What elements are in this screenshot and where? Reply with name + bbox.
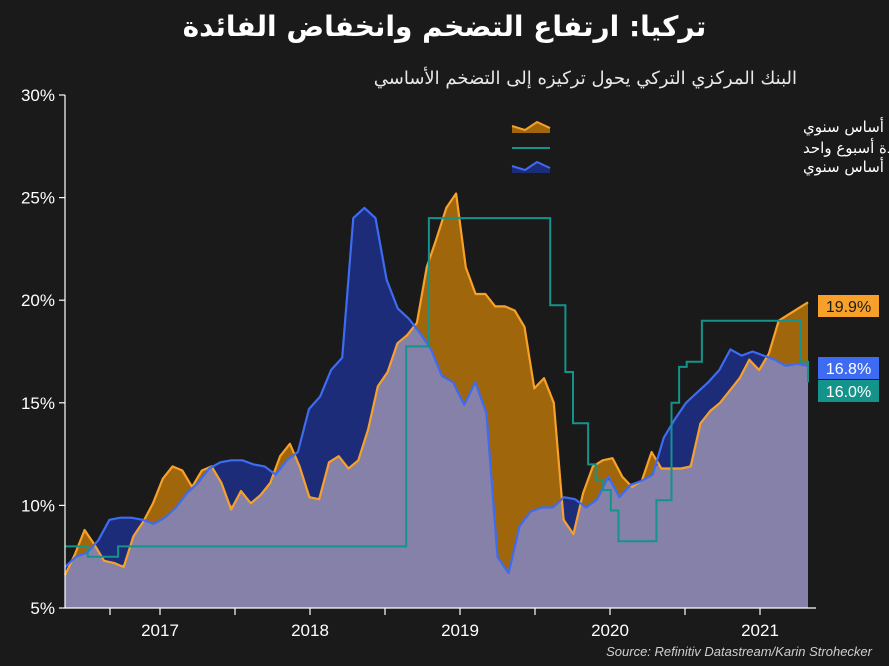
policy-rate-line: [65, 217, 809, 558]
end-labels: 19.9% 16.8% 16.0%: [818, 295, 879, 402]
x-tick-label: 2017: [141, 621, 179, 640]
chart-axes: 5% 10% 15% 20% 25% 30% 2017 2018 2019 2020 2021: [21, 86, 816, 640]
x-tick-label: 2021: [741, 621, 779, 640]
legend-swatch-line: [511, 160, 551, 172]
y-tick-label: 20%: [21, 291, 55, 310]
y-tick-label: 5%: [30, 599, 55, 618]
x-tick-label: 2020: [591, 621, 629, 640]
y-tick-label: 30%: [21, 86, 55, 105]
legend: مؤشر أسعار المستهلك على أساس سنويسعر إعا…: [511, 117, 889, 177]
legend-swatch: [512, 162, 550, 173]
end-label: 16.0%: [826, 384, 871, 401]
y-tick-label: 25%: [21, 189, 55, 208]
source-note: Source: Refinitiv Datastream/Karin Stroh…: [606, 644, 872, 659]
end-label: 19.9%: [826, 299, 871, 316]
x-tick-label: 2019: [441, 621, 479, 640]
chart-title: تركيا: ارتفاع التضخم وانخفاض الفائدة: [182, 10, 707, 43]
chart-lines: [64, 192, 809, 576]
legend-label: التضخم الأساسي على أساس سنوي: [803, 157, 889, 177]
cpi-line: [64, 192, 809, 576]
y-tick-label: 15%: [21, 394, 55, 413]
core-inflation-line: [64, 206, 809, 575]
overlap-area: [65, 328, 808, 608]
end-label-box: [818, 357, 879, 379]
y-tick-label: 10%: [21, 496, 55, 515]
legend-label: سعر إعادة الإقراض لمدة أسبوع واحد: [803, 138, 889, 157]
end-label-box: [818, 295, 879, 317]
legend-swatch: [512, 122, 550, 133]
legend-swatch-line: [511, 120, 551, 132]
end-label: 16.8%: [826, 361, 871, 378]
end-label-box: [818, 380, 879, 402]
legend-label: مؤشر أسعار المستهلك على أساس سنوي: [803, 117, 889, 137]
x-tick-label: 2018: [291, 621, 329, 640]
chart-subtitle: البنك المركزي التركي يحول تركيزه إلى الت…: [373, 68, 797, 89]
